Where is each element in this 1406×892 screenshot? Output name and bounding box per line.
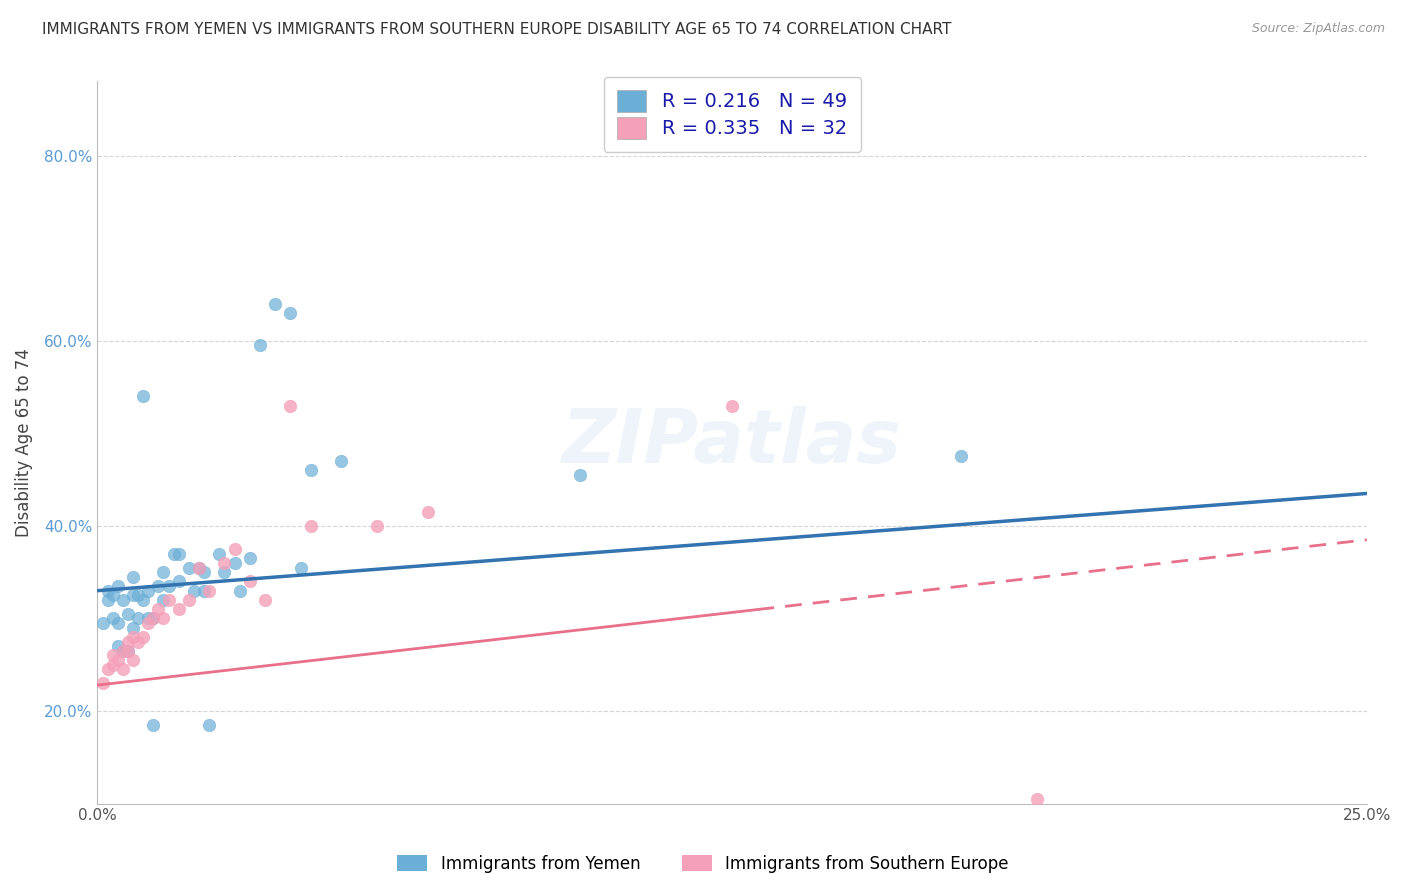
Point: [167, 547, 190, 561]
Point: [1025, 792, 1047, 806]
Point: [152, 611, 174, 625]
Point: [117, 607, 139, 621]
Point: [253, 593, 276, 607]
Point: [416, 505, 439, 519]
Point: [107, 653, 129, 667]
Point: [117, 634, 139, 648]
Point: [188, 560, 211, 574]
Point: [91, 616, 114, 631]
Point: [330, 454, 353, 468]
Point: [127, 634, 149, 648]
Point: [177, 560, 200, 574]
Point: [949, 450, 972, 464]
Point: [299, 519, 322, 533]
Point: [568, 467, 591, 482]
Point: [188, 560, 211, 574]
Point: [122, 630, 145, 644]
Point: [224, 556, 246, 570]
Point: [101, 588, 124, 602]
Point: [132, 593, 155, 607]
Point: [101, 611, 124, 625]
Point: [97, 583, 120, 598]
Point: [299, 463, 322, 477]
Point: [148, 602, 170, 616]
Point: [142, 718, 165, 732]
Point: [136, 616, 159, 631]
Point: [122, 621, 145, 635]
Point: [152, 565, 174, 579]
Point: [249, 338, 271, 352]
Point: [152, 593, 174, 607]
Point: [290, 560, 312, 574]
Point: [117, 644, 139, 658]
Point: [148, 579, 170, 593]
Point: [198, 583, 221, 598]
Point: [136, 583, 159, 598]
Point: [183, 583, 205, 598]
Point: [107, 579, 129, 593]
Point: [157, 579, 180, 593]
Point: [127, 611, 149, 625]
Point: [101, 648, 124, 663]
Point: [117, 644, 139, 658]
Point: [214, 556, 236, 570]
Point: [122, 653, 145, 667]
Point: [127, 588, 149, 602]
Legend: Immigrants from Yemen, Immigrants from Southern Europe: Immigrants from Yemen, Immigrants from S…: [391, 848, 1015, 880]
Point: [224, 541, 246, 556]
Point: [228, 583, 250, 598]
Point: [239, 551, 262, 566]
Point: [136, 611, 159, 625]
Point: [97, 593, 120, 607]
Point: [239, 574, 262, 589]
Point: [122, 570, 145, 584]
Point: [157, 593, 180, 607]
Point: [280, 306, 302, 320]
Point: [111, 593, 134, 607]
Y-axis label: Disability Age 65 to 74: Disability Age 65 to 74: [15, 348, 32, 537]
Point: [721, 399, 744, 413]
Point: [97, 662, 120, 676]
Point: [280, 399, 302, 413]
Point: [111, 662, 134, 676]
Point: [91, 676, 114, 690]
Point: [162, 547, 184, 561]
Point: [132, 630, 155, 644]
Text: Source: ZipAtlas.com: Source: ZipAtlas.com: [1251, 22, 1385, 36]
Point: [107, 639, 129, 653]
Point: [193, 565, 215, 579]
Point: [198, 718, 221, 732]
Point: [142, 611, 165, 625]
Point: [208, 547, 231, 561]
Point: [122, 588, 145, 602]
Point: [111, 644, 134, 658]
Point: [111, 644, 134, 658]
Legend: R = 0.216   N = 49, R = 0.335   N = 32: R = 0.216 N = 49, R = 0.335 N = 32: [603, 77, 860, 153]
Text: ZIPatlas: ZIPatlas: [562, 406, 903, 479]
Point: [167, 602, 190, 616]
Point: [107, 616, 129, 631]
Point: [193, 583, 215, 598]
Text: IMMIGRANTS FROM YEMEN VS IMMIGRANTS FROM SOUTHERN EUROPE DISABILITY AGE 65 TO 74: IMMIGRANTS FROM YEMEN VS IMMIGRANTS FROM…: [42, 22, 952, 37]
Point: [214, 565, 236, 579]
Point: [366, 519, 388, 533]
Point: [264, 296, 287, 310]
Point: [101, 657, 124, 672]
Point: [132, 389, 155, 403]
Point: [167, 574, 190, 589]
Point: [177, 593, 200, 607]
Point: [142, 611, 165, 625]
